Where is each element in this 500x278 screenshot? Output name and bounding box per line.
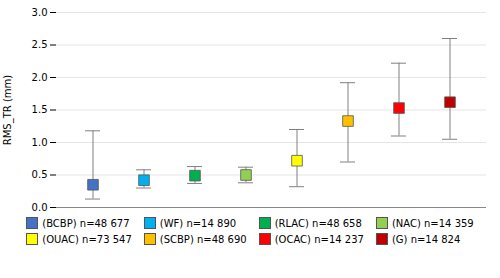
svg-text:RMS_TR (mm): RMS_TR (mm)	[2, 75, 14, 146]
svg-text:1.0: 1.0	[32, 137, 48, 148]
html-text:(G) n=14 824: (G) n=14 824	[391, 233, 461, 245]
html-text:(OCAC) n=14 237: (OCAC) n=14 237	[274, 233, 364, 245]
svg-text:0.5: 0.5	[32, 169, 48, 180]
html-text:(WF) n=14 890: (WF) n=14 890	[159, 217, 237, 229]
html-text:(OUAC) n=73 547: (OUAC) n=73 547	[42, 233, 132, 245]
html-text:(RLAC) n=48 658: (RLAC) n=48 658	[274, 217, 362, 229]
svg-text:3.0: 3.0	[32, 7, 48, 18]
html-text:(BCBP) n=48 677: (BCBP) n=48 677	[42, 217, 130, 229]
svg-text:0.0: 0.0	[32, 202, 48, 213]
html-text:(SCBP) n=48 690: (SCBP) n=48 690	[159, 233, 247, 245]
svg-text:2.0: 2.0	[32, 72, 48, 83]
svg-text:1.5: 1.5	[32, 104, 48, 115]
svg-text:2.5: 2.5	[32, 39, 48, 50]
html-text:(NAC) n=14 359: (NAC) n=14 359	[391, 217, 474, 229]
